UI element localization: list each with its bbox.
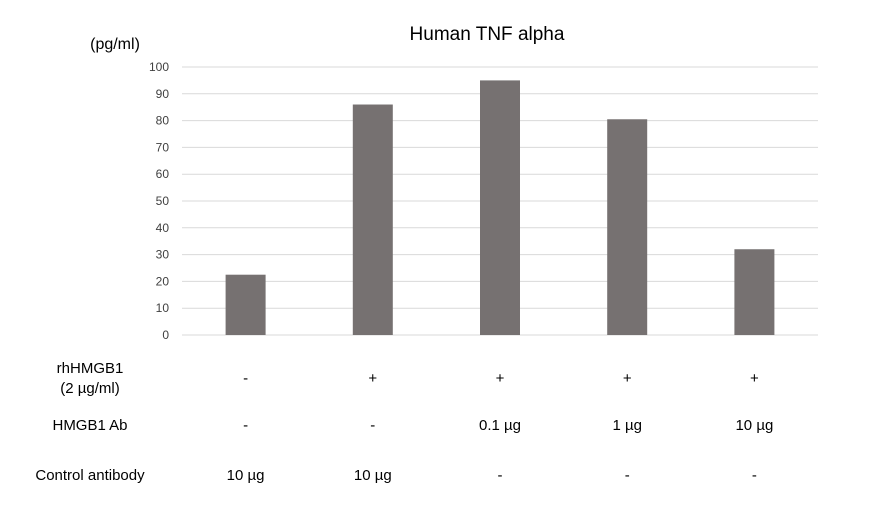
y-tick-label: 10 <box>156 301 170 315</box>
bar <box>734 249 775 335</box>
chart-title: Human TNF alpha <box>410 24 565 45</box>
table-cell: - <box>370 417 375 434</box>
row-label: (2 µg/ml) <box>60 380 119 397</box>
y-tick-label: 50 <box>156 194 170 208</box>
row-label: HMGB1 Ab <box>52 417 127 434</box>
table-cell: 10 µg <box>354 467 392 484</box>
table-cell: 1 µg <box>612 417 642 434</box>
table-cell: - <box>752 467 757 484</box>
table-cell: 0.1 µg <box>479 417 521 434</box>
y-tick-label: 90 <box>156 87 170 101</box>
table-cell: - <box>625 467 630 484</box>
y-tick-label: 0 <box>162 328 169 342</box>
row-label: rhHMGB1 <box>57 360 124 377</box>
table-cell: + <box>623 370 632 387</box>
table-cell: + <box>750 370 759 387</box>
row-label: Control antibody <box>35 467 145 484</box>
y-tick-label: 70 <box>156 140 170 154</box>
table-cell: + <box>368 370 377 387</box>
y-axis-unit-label: (pg/ml) <box>90 36 140 53</box>
bar <box>225 274 266 335</box>
y-tick-label: 40 <box>156 221 170 235</box>
bar <box>480 80 520 336</box>
y-axis-ticks: 0 10 20 30 40 50 60 70 80 90 100 <box>149 60 169 342</box>
table-cell: 10 µg <box>227 467 265 484</box>
table-cell: - <box>243 417 248 434</box>
condition-table: rhHMGB1 (2 µg/ml) - + + + + HMGB1 Ab - - 0.1 µg 1 µ… <box>35 360 773 484</box>
bar <box>607 119 648 335</box>
y-tick-label: 30 <box>156 248 170 262</box>
table-cell: + <box>496 370 505 387</box>
table-cell: - <box>243 370 248 387</box>
y-tick-label: 20 <box>156 274 170 288</box>
y-tick-label: 100 <box>149 60 169 74</box>
bars <box>225 80 775 336</box>
table-cell: - <box>498 467 503 484</box>
table-cell: 10 µg <box>735 417 773 434</box>
y-tick-label: 80 <box>156 114 170 128</box>
bar <box>352 104 393 336</box>
y-tick-label: 60 <box>156 167 170 181</box>
